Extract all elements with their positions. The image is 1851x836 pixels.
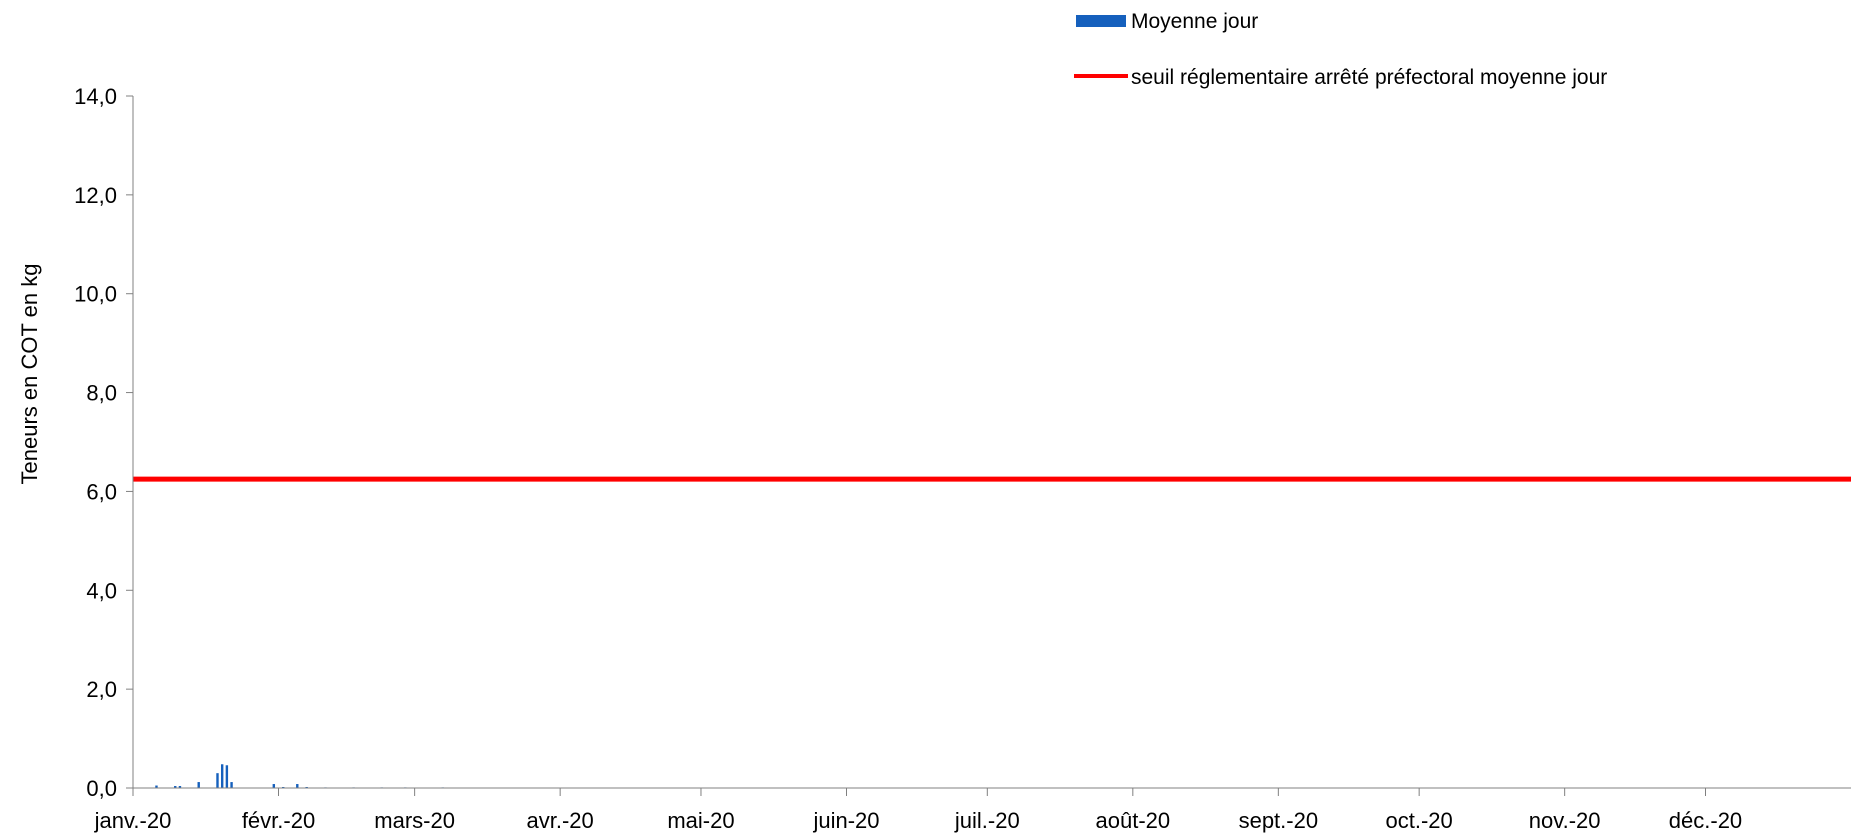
x-tick-label: mars-20 — [374, 808, 455, 833]
y-tick-label: 2,0 — [86, 677, 117, 702]
y-axis-title: Teneurs en COT en kg — [17, 264, 42, 485]
y-tick-label: 6,0 — [86, 479, 117, 504]
y-tick-label: 4,0 — [86, 578, 117, 603]
y-tick-label: 14,0 — [74, 84, 117, 109]
x-tick-label: avr.-20 — [527, 808, 594, 833]
axis-lines — [132, 96, 1851, 789]
bar — [220, 764, 224, 788]
y-tick-label: 0,0 — [86, 776, 117, 801]
y-axis: 0,0 2,0 4,0 6,0 8,0 10,0 12,0 14,0 — [74, 84, 133, 801]
x-tick-label: oct.-20 — [1386, 808, 1453, 833]
x-tick-label: janv.-20 — [94, 808, 172, 833]
legend-label-seuil: seuil réglementaire arrêté préfectoral m… — [1131, 66, 1607, 89]
bar — [174, 786, 177, 788]
legend: Moyenne jour seuil réglementaire arrêté … — [1074, 10, 1607, 89]
bar — [178, 786, 182, 788]
bar — [216, 773, 219, 788]
bar — [197, 782, 200, 788]
y-tick-label: 8,0 — [86, 381, 117, 406]
bar — [155, 785, 158, 788]
bar — [296, 784, 299, 788]
x-tick-label: août-20 — [1096, 808, 1171, 833]
y-tick-label: 10,0 — [74, 282, 117, 307]
x-tick-label: juin-20 — [812, 808, 879, 833]
legend-swatch-moyenne-jour — [1076, 15, 1126, 27]
x-tick-label: mai-20 — [667, 808, 734, 833]
bar — [272, 784, 276, 788]
bar — [225, 765, 229, 788]
x-tick-label: déc.-20 — [1669, 808, 1742, 833]
x-tick-label: sept.-20 — [1239, 808, 1319, 833]
legend-label-moyenne-jour: Moyenne jour — [1131, 10, 1258, 33]
x-tick-label: nov.-20 — [1529, 808, 1601, 833]
x-tick-label: juil.-20 — [954, 808, 1020, 833]
y-tick-label: 12,0 — [74, 183, 117, 208]
bars-moyenne-jour — [155, 764, 445, 788]
bar — [230, 782, 233, 788]
x-tick-label: févr.-20 — [242, 808, 315, 833]
x-axis: janv.-20 févr.-20 mars-20 avr.-20 mai-20 juin… — [94, 788, 1742, 833]
